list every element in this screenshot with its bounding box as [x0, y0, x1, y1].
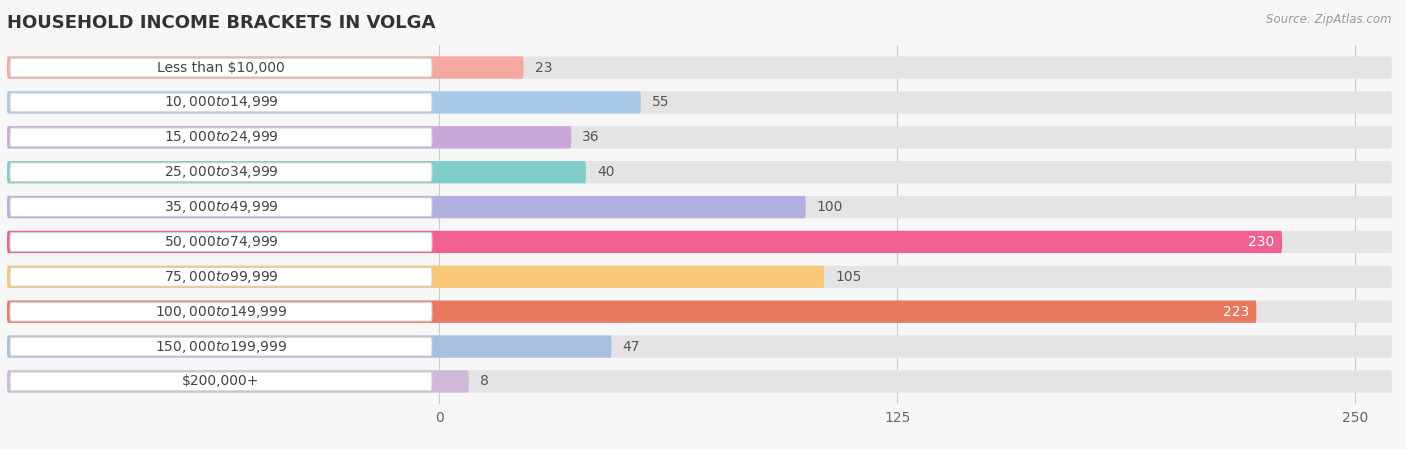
Text: 55: 55 [652, 96, 669, 110]
Text: 40: 40 [598, 165, 614, 179]
FancyBboxPatch shape [7, 231, 1282, 253]
FancyBboxPatch shape [7, 161, 1392, 183]
Text: 23: 23 [534, 61, 553, 75]
FancyBboxPatch shape [7, 126, 571, 149]
Text: 105: 105 [835, 270, 862, 284]
FancyBboxPatch shape [7, 196, 1392, 218]
Text: Less than $10,000: Less than $10,000 [157, 61, 285, 75]
FancyBboxPatch shape [10, 58, 432, 77]
FancyBboxPatch shape [7, 57, 1392, 79]
FancyBboxPatch shape [10, 372, 432, 391]
FancyBboxPatch shape [10, 302, 432, 321]
FancyBboxPatch shape [7, 370, 468, 392]
FancyBboxPatch shape [10, 198, 432, 216]
FancyBboxPatch shape [7, 266, 1392, 288]
Text: 100: 100 [817, 200, 844, 214]
Text: $75,000 to $99,999: $75,000 to $99,999 [163, 269, 278, 285]
FancyBboxPatch shape [10, 128, 432, 147]
FancyBboxPatch shape [10, 233, 432, 251]
FancyBboxPatch shape [7, 161, 586, 183]
Text: $150,000 to $199,999: $150,000 to $199,999 [155, 339, 287, 355]
FancyBboxPatch shape [10, 337, 432, 356]
FancyBboxPatch shape [10, 93, 432, 112]
Text: 223: 223 [1223, 305, 1249, 319]
FancyBboxPatch shape [7, 300, 1257, 323]
Text: $10,000 to $14,999: $10,000 to $14,999 [163, 94, 278, 110]
Text: $50,000 to $74,999: $50,000 to $74,999 [163, 234, 278, 250]
Text: $200,000+: $200,000+ [183, 374, 260, 388]
FancyBboxPatch shape [7, 91, 1392, 114]
FancyBboxPatch shape [10, 163, 432, 181]
Text: 8: 8 [479, 374, 488, 388]
Text: $15,000 to $24,999: $15,000 to $24,999 [163, 129, 278, 145]
FancyBboxPatch shape [7, 57, 523, 79]
Text: $35,000 to $49,999: $35,000 to $49,999 [163, 199, 278, 215]
Text: 230: 230 [1249, 235, 1275, 249]
Text: 47: 47 [623, 339, 640, 353]
FancyBboxPatch shape [7, 300, 1392, 323]
FancyBboxPatch shape [7, 231, 1392, 253]
FancyBboxPatch shape [7, 335, 612, 358]
FancyBboxPatch shape [7, 266, 824, 288]
FancyBboxPatch shape [7, 196, 806, 218]
FancyBboxPatch shape [7, 126, 1392, 149]
FancyBboxPatch shape [7, 370, 1392, 392]
Text: Source: ZipAtlas.com: Source: ZipAtlas.com [1267, 13, 1392, 26]
FancyBboxPatch shape [7, 335, 1392, 358]
FancyBboxPatch shape [10, 268, 432, 286]
Text: $100,000 to $149,999: $100,000 to $149,999 [155, 304, 287, 320]
Text: HOUSEHOLD INCOME BRACKETS IN VOLGA: HOUSEHOLD INCOME BRACKETS IN VOLGA [7, 14, 436, 32]
Text: 36: 36 [582, 130, 600, 144]
FancyBboxPatch shape [7, 91, 641, 114]
Text: $25,000 to $34,999: $25,000 to $34,999 [163, 164, 278, 180]
